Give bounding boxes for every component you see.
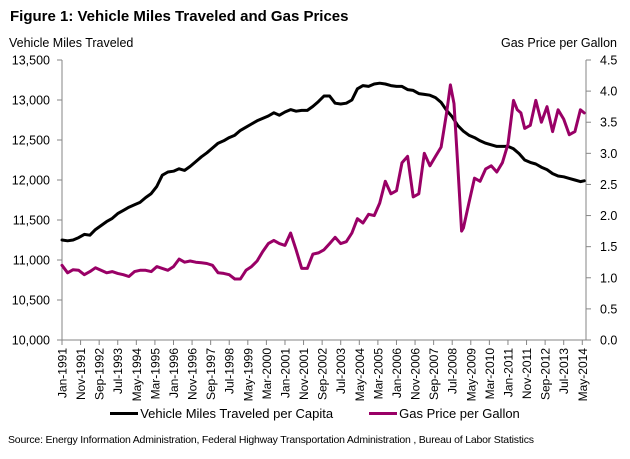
- x-tick-label: Jan-1991: [56, 348, 70, 398]
- x-tick-label: Nov-1996: [186, 348, 200, 400]
- chart-title: Figure 1: Vehicle Miles Traveled and Gas…: [10, 8, 349, 25]
- y-left-tick-label: 11,500: [13, 214, 50, 228]
- x-tick-label: Sep-2002: [316, 348, 330, 400]
- x-tick-label: Jul-2008: [446, 348, 460, 394]
- x-tick-label: Jan-1996: [167, 348, 181, 398]
- y-left-tick-label: 10,000: [12, 334, 50, 348]
- legend-item-vmt: Vehicle Miles Traveled per Capita: [110, 406, 333, 421]
- series-line-gas-price: [60, 83, 586, 281]
- x-tick-label: Nov-2011: [520, 348, 534, 399]
- x-tick-label: Jul-1998: [223, 348, 237, 394]
- x-tick-label: Mar-2005: [371, 348, 385, 400]
- x-tick-label: Jan-2001: [278, 348, 292, 398]
- y-right-tick-label: 0.5: [600, 302, 617, 316]
- y-right-tick-label: 0.0: [600, 334, 617, 348]
- x-tick-label: Mar-2010: [483, 348, 497, 400]
- y-axis-left-label: Vehicle Miles Traveled: [9, 36, 134, 50]
- y-left-tick-label: 13,500: [12, 54, 50, 68]
- y-right-tick-label: 2.5: [600, 178, 617, 192]
- x-tick-label: Jul-1993: [111, 348, 125, 394]
- legend-swatch-vmt: [110, 412, 139, 415]
- legend-swatch-gas: [369, 412, 398, 415]
- x-tick-label: Jul-2013: [557, 348, 571, 394]
- legend: Vehicle Miles Traveled per Capita Gas Pr…: [0, 406, 630, 421]
- y-right-tick-label: 3.0: [600, 147, 617, 161]
- y-right-tick-label: 2.0: [600, 209, 617, 223]
- x-tick-label: Sep-1997: [204, 348, 218, 400]
- y-left-tick-label: 12,000: [12, 174, 50, 188]
- x-tick-label: May-1999: [241, 348, 255, 402]
- y-right-tick-label: 1.5: [600, 240, 617, 254]
- x-tick-label: Jan-2011: [501, 348, 515, 397]
- y-right-tick-label: 1.0: [600, 271, 617, 285]
- x-tick-label: May-2004: [353, 348, 367, 402]
- y-left-tick-label: 11,000: [13, 254, 50, 268]
- series-line-vmt: [60, 81, 586, 243]
- legend-label-gas: Gas Price per Gallon: [399, 406, 520, 421]
- x-tick-label: Jul-2003: [334, 348, 348, 394]
- x-tick-label: May-2009: [464, 348, 478, 402]
- x-tick-label: Nov-1991: [74, 348, 88, 400]
- chart-plot: 10,000 10,500 11,000 11,500 12,000 12,500 13,0…: [12, 54, 618, 402]
- y-left-tick-label: 12,500: [12, 134, 50, 148]
- x-tick-label: Mar-2000: [260, 348, 274, 400]
- series-layer: [60, 81, 586, 281]
- axes: 10,000 10,500 11,000 11,500 12,000 12,500 13,0…: [12, 54, 618, 402]
- legend-label-vmt: Vehicle Miles Traveled per Capita: [140, 406, 334, 421]
- x-tick-label: May-2014: [576, 348, 590, 402]
- y-right-tick-label: 3.5: [600, 116, 617, 130]
- x-tick-label: Nov-2001: [297, 348, 311, 400]
- x-tick-label: Sep-2007: [427, 348, 441, 400]
- x-tick-label: May-1994: [130, 348, 144, 402]
- y-right-tick-label: 4.0: [600, 85, 617, 99]
- x-tick-label: Jan-2006: [390, 348, 404, 398]
- x-tick-label: Sep-1992: [93, 348, 107, 400]
- x-tick-label: Sep-2012: [539, 348, 553, 400]
- source-note: Source: Energy Information Administratio…: [8, 434, 534, 446]
- y-left-tick-label: 10,500: [12, 294, 50, 308]
- legend-item-gas: Gas Price per Gallon: [369, 406, 520, 421]
- y-axis-right-label: Gas Price per Gallon: [500, 36, 617, 50]
- x-tick-label: Mar-1995: [148, 348, 162, 400]
- y-right-tick-label: 4.5: [600, 54, 617, 68]
- x-tick-label: Nov-2006: [409, 348, 423, 400]
- y-left-tick-label: 13,000: [12, 94, 50, 108]
